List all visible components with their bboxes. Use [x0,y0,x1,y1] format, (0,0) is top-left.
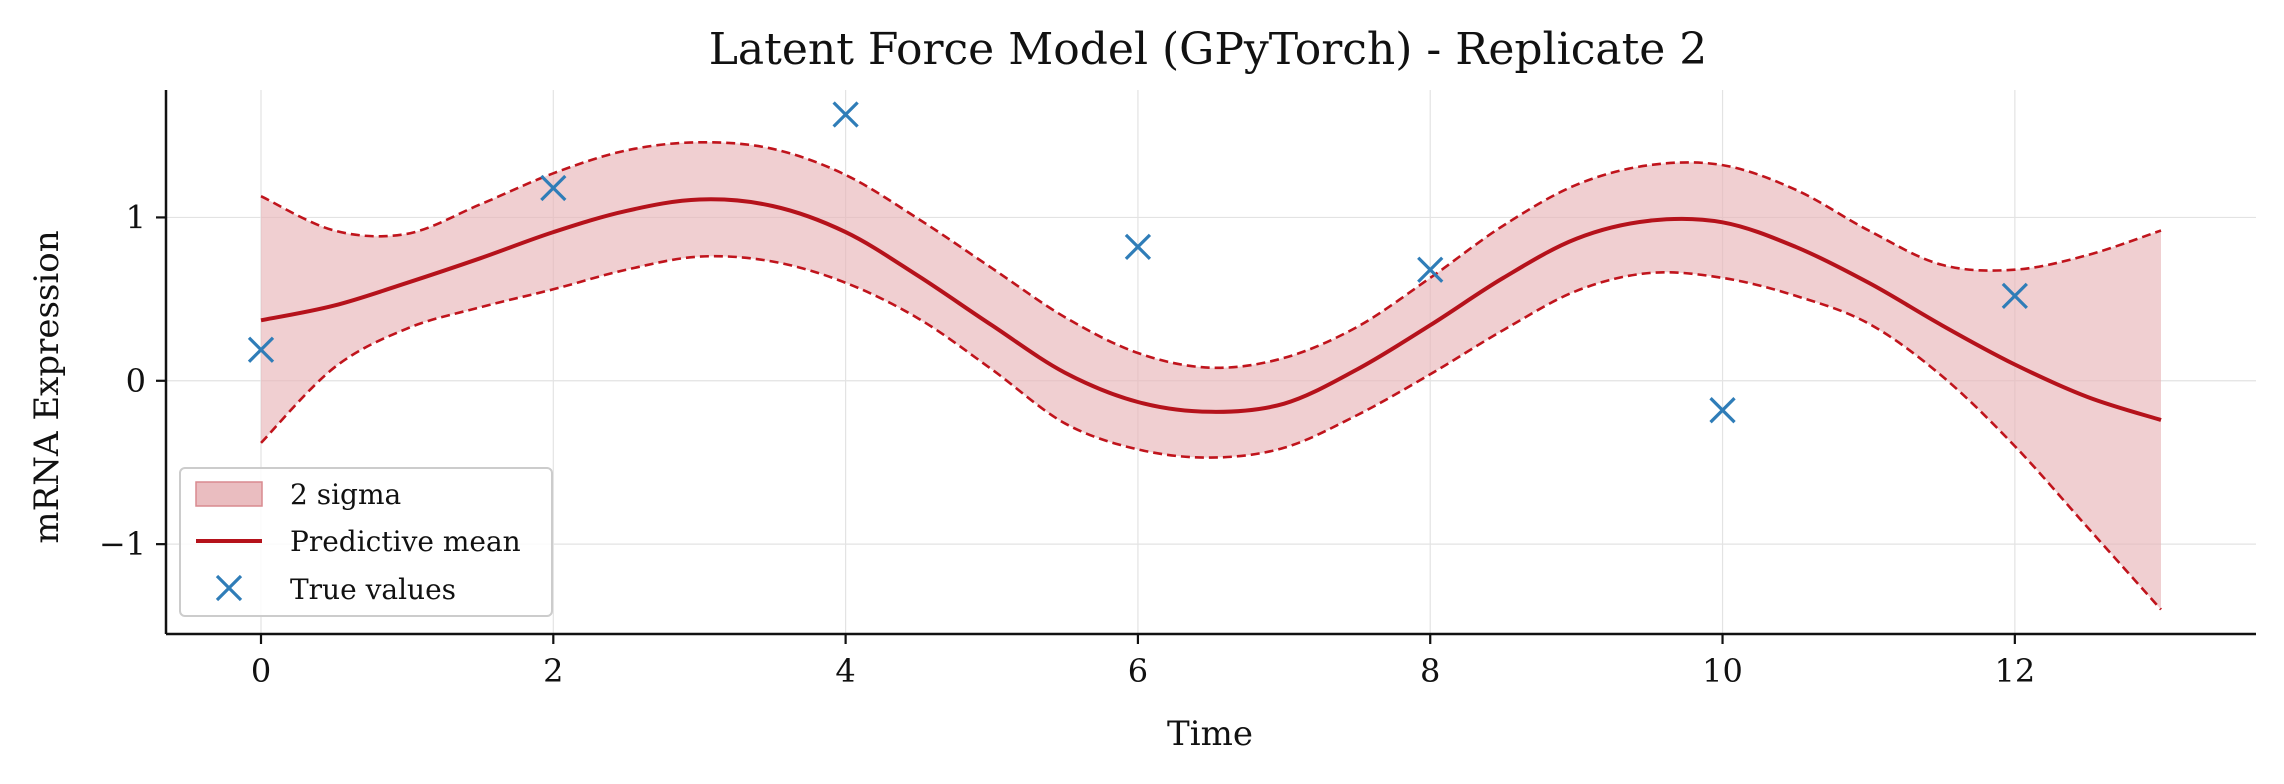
x-tick-label: 2 [543,652,563,690]
true-value-marker [1124,233,1152,260]
legend: 2 sigma Predictive mean True values [179,467,553,617]
x-tick-label: 8 [1420,652,1440,690]
legend-band-swatch [195,481,263,507]
true-value-marker [540,174,567,202]
mean-line-layer [260,197,2162,422]
x-tick-label: 12 [1994,652,2035,690]
y-tick-label: 0 [126,362,146,400]
legend-label-mean: Predictive mean [290,525,521,558]
legend-marker-swatch [215,574,243,602]
x-tick-label: 0 [251,652,271,690]
confidence-band-layer [260,140,2162,611]
true-value-marker [832,101,859,128]
y-tick-label: −1 [99,525,146,563]
true-value-marker [247,336,275,363]
x-tick-label: 4 [835,652,855,690]
predictive-mean-line [260,197,2162,422]
true-value-marker [1709,397,1736,424]
chart-title: Latent Force Model (GPyTorch) - Replicat… [709,24,1708,75]
true-value-marker [215,574,243,602]
true-value-marker [2001,282,2028,309]
x-tick-label: 6 [1128,652,1148,690]
x-ticks: 0 2 4 6 8 10 12 [251,634,2035,690]
y-axis-label: mRNA Expression [27,230,67,543]
legend-label-true: True values [290,573,456,606]
legend-label-band: 2 sigma [290,478,401,511]
true-value-marker [1417,256,1444,283]
y-tick-label: 1 [126,198,146,236]
upper-bound-line [260,140,2162,370]
confidence-band [261,142,2161,610]
legend-box [179,467,553,617]
x-axis-label: Time [1167,714,1253,754]
y-ticks: −1 0 1 [99,198,166,563]
true-values-layer [247,101,2028,424]
x-tick-label: 10 [1702,652,1743,690]
